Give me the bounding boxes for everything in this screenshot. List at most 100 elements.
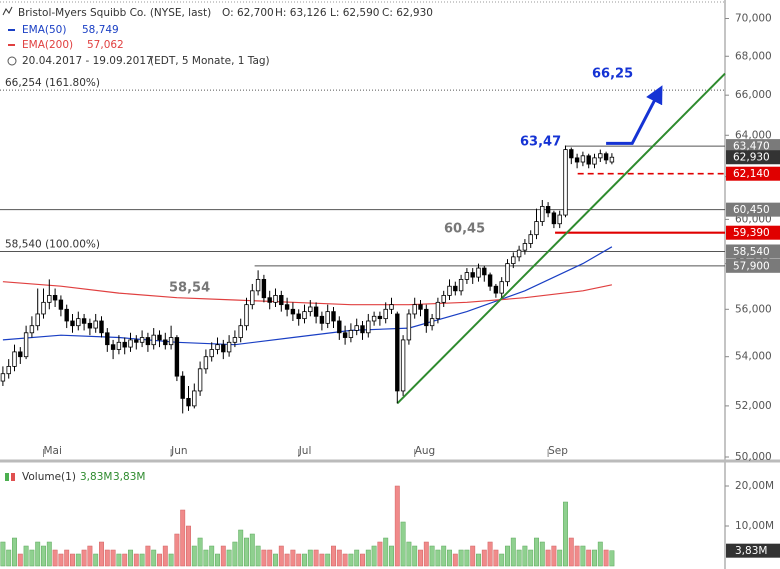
- price-box: [726, 202, 780, 217]
- volume-box-label: 3,83M: [735, 545, 767, 557]
- candle-body: [296, 313, 301, 320]
- volume-bar: [232, 541, 238, 567]
- volume-bar: [52, 549, 58, 567]
- volume-bar: [87, 545, 93, 567]
- candle-body: [180, 375, 185, 399]
- candle-body: [435, 301, 441, 320]
- candle-body: [250, 290, 255, 306]
- y-tick-label: 64,000: [735, 129, 772, 141]
- candle-body: [215, 344, 220, 350]
- volume-bar: [70, 553, 75, 567]
- annotation: 58,54: [169, 281, 210, 296]
- plot: 50,00052,00054,00056,00058,00060,00062,0…: [0, 12, 774, 567]
- volume-bar: [493, 549, 499, 567]
- ohlc-high: H: 63,126: [275, 7, 327, 19]
- target-arrow: [606, 85, 663, 145]
- candle-body: [174, 337, 180, 377]
- candle-body: [569, 149, 574, 159]
- candle-body: [284, 304, 290, 310]
- candle-body: [35, 313, 40, 327]
- candle-body: [441, 295, 446, 303]
- volume-bar: [284, 553, 290, 567]
- candle-body: [122, 341, 127, 348]
- candle-body: [493, 285, 499, 294]
- period-icon: [7, 56, 17, 66]
- volume-bar: [574, 545, 580, 567]
- legend-value: 57,062: [87, 39, 124, 51]
- ema-line: [2, 281, 613, 306]
- candle-body: [429, 318, 435, 327]
- candle-body: [528, 234, 533, 244]
- y-tick-label: 52,000: [735, 400, 772, 412]
- volume-bar: [12, 537, 17, 567]
- volume-bar: [151, 549, 157, 567]
- volume-bar: [313, 549, 319, 567]
- volume-bar: [93, 553, 99, 567]
- volume-bar: [528, 549, 534, 567]
- volume-bar: [278, 545, 284, 567]
- volume-bar: [423, 541, 429, 567]
- candle-body: [105, 332, 110, 346]
- y-tick-label: 50,000: [735, 451, 772, 463]
- candle-body: [331, 311, 336, 322]
- candle-body: [366, 320, 371, 334]
- volume-bar: [342, 553, 348, 567]
- volume-bar: [168, 553, 174, 567]
- candle-body: [348, 330, 354, 338]
- candle-body: [598, 153, 603, 159]
- annotation: 63,47: [520, 135, 561, 150]
- volume-bar: [139, 553, 145, 567]
- volume-bar: [551, 545, 557, 567]
- volume-bar: [203, 549, 209, 567]
- volume-bar: [128, 549, 133, 567]
- volume-bar: [122, 553, 128, 567]
- volume-bar: [516, 549, 522, 567]
- volume-bar: [307, 549, 313, 567]
- volume-bar: [441, 545, 447, 567]
- period-note: (EDT, 5 Monate, 1 Tag): [150, 55, 270, 67]
- volume-bar: [499, 553, 505, 567]
- candle-body: [29, 325, 35, 334]
- volume-bar: [17, 553, 23, 567]
- candle-body: [134, 339, 139, 343]
- legend-label: EMA(50): [22, 24, 66, 36]
- candle-body: [93, 320, 98, 329]
- volume-bar: [249, 533, 255, 567]
- candle-body: [99, 320, 104, 334]
- volume-bar: [133, 553, 139, 567]
- candle-body: [168, 337, 174, 346]
- candle-body: [209, 349, 214, 358]
- volume-bar: [29, 549, 35, 567]
- volume-bar: [418, 549, 423, 567]
- volume-bar: [464, 549, 470, 567]
- candle-body: [470, 272, 475, 278]
- chart-icon: [2, 6, 13, 16]
- y-tick-label: 10,00M: [735, 520, 774, 532]
- candle-body: [145, 337, 151, 346]
- volume-value: 3,83M: [113, 471, 145, 483]
- x-tick-label: Jul: [298, 445, 312, 457]
- candle-body: [464, 272, 470, 280]
- volume-value: 3,83M: [80, 471, 112, 483]
- volume-bar: [162, 545, 168, 567]
- candle-body: [574, 157, 580, 163]
- candle-body: [400, 339, 406, 392]
- volume-bar: [255, 545, 261, 567]
- volume-bar: [545, 549, 551, 567]
- candle-body: [232, 337, 238, 343]
- volume-bar: [476, 553, 481, 567]
- volume-bar: [336, 549, 342, 567]
- candle-body: [418, 304, 423, 310]
- candle-body: [163, 339, 168, 346]
- price-box-label: 62,930: [733, 152, 770, 164]
- volume-bar: [174, 533, 180, 567]
- candle-body: [273, 295, 278, 303]
- volume-bar: [81, 549, 87, 567]
- volume-title: Volume(1): [22, 471, 76, 483]
- volume-bar: [534, 537, 539, 567]
- candle-body: [325, 311, 330, 324]
- trendline: [396, 72, 726, 405]
- candle-body: [389, 304, 394, 310]
